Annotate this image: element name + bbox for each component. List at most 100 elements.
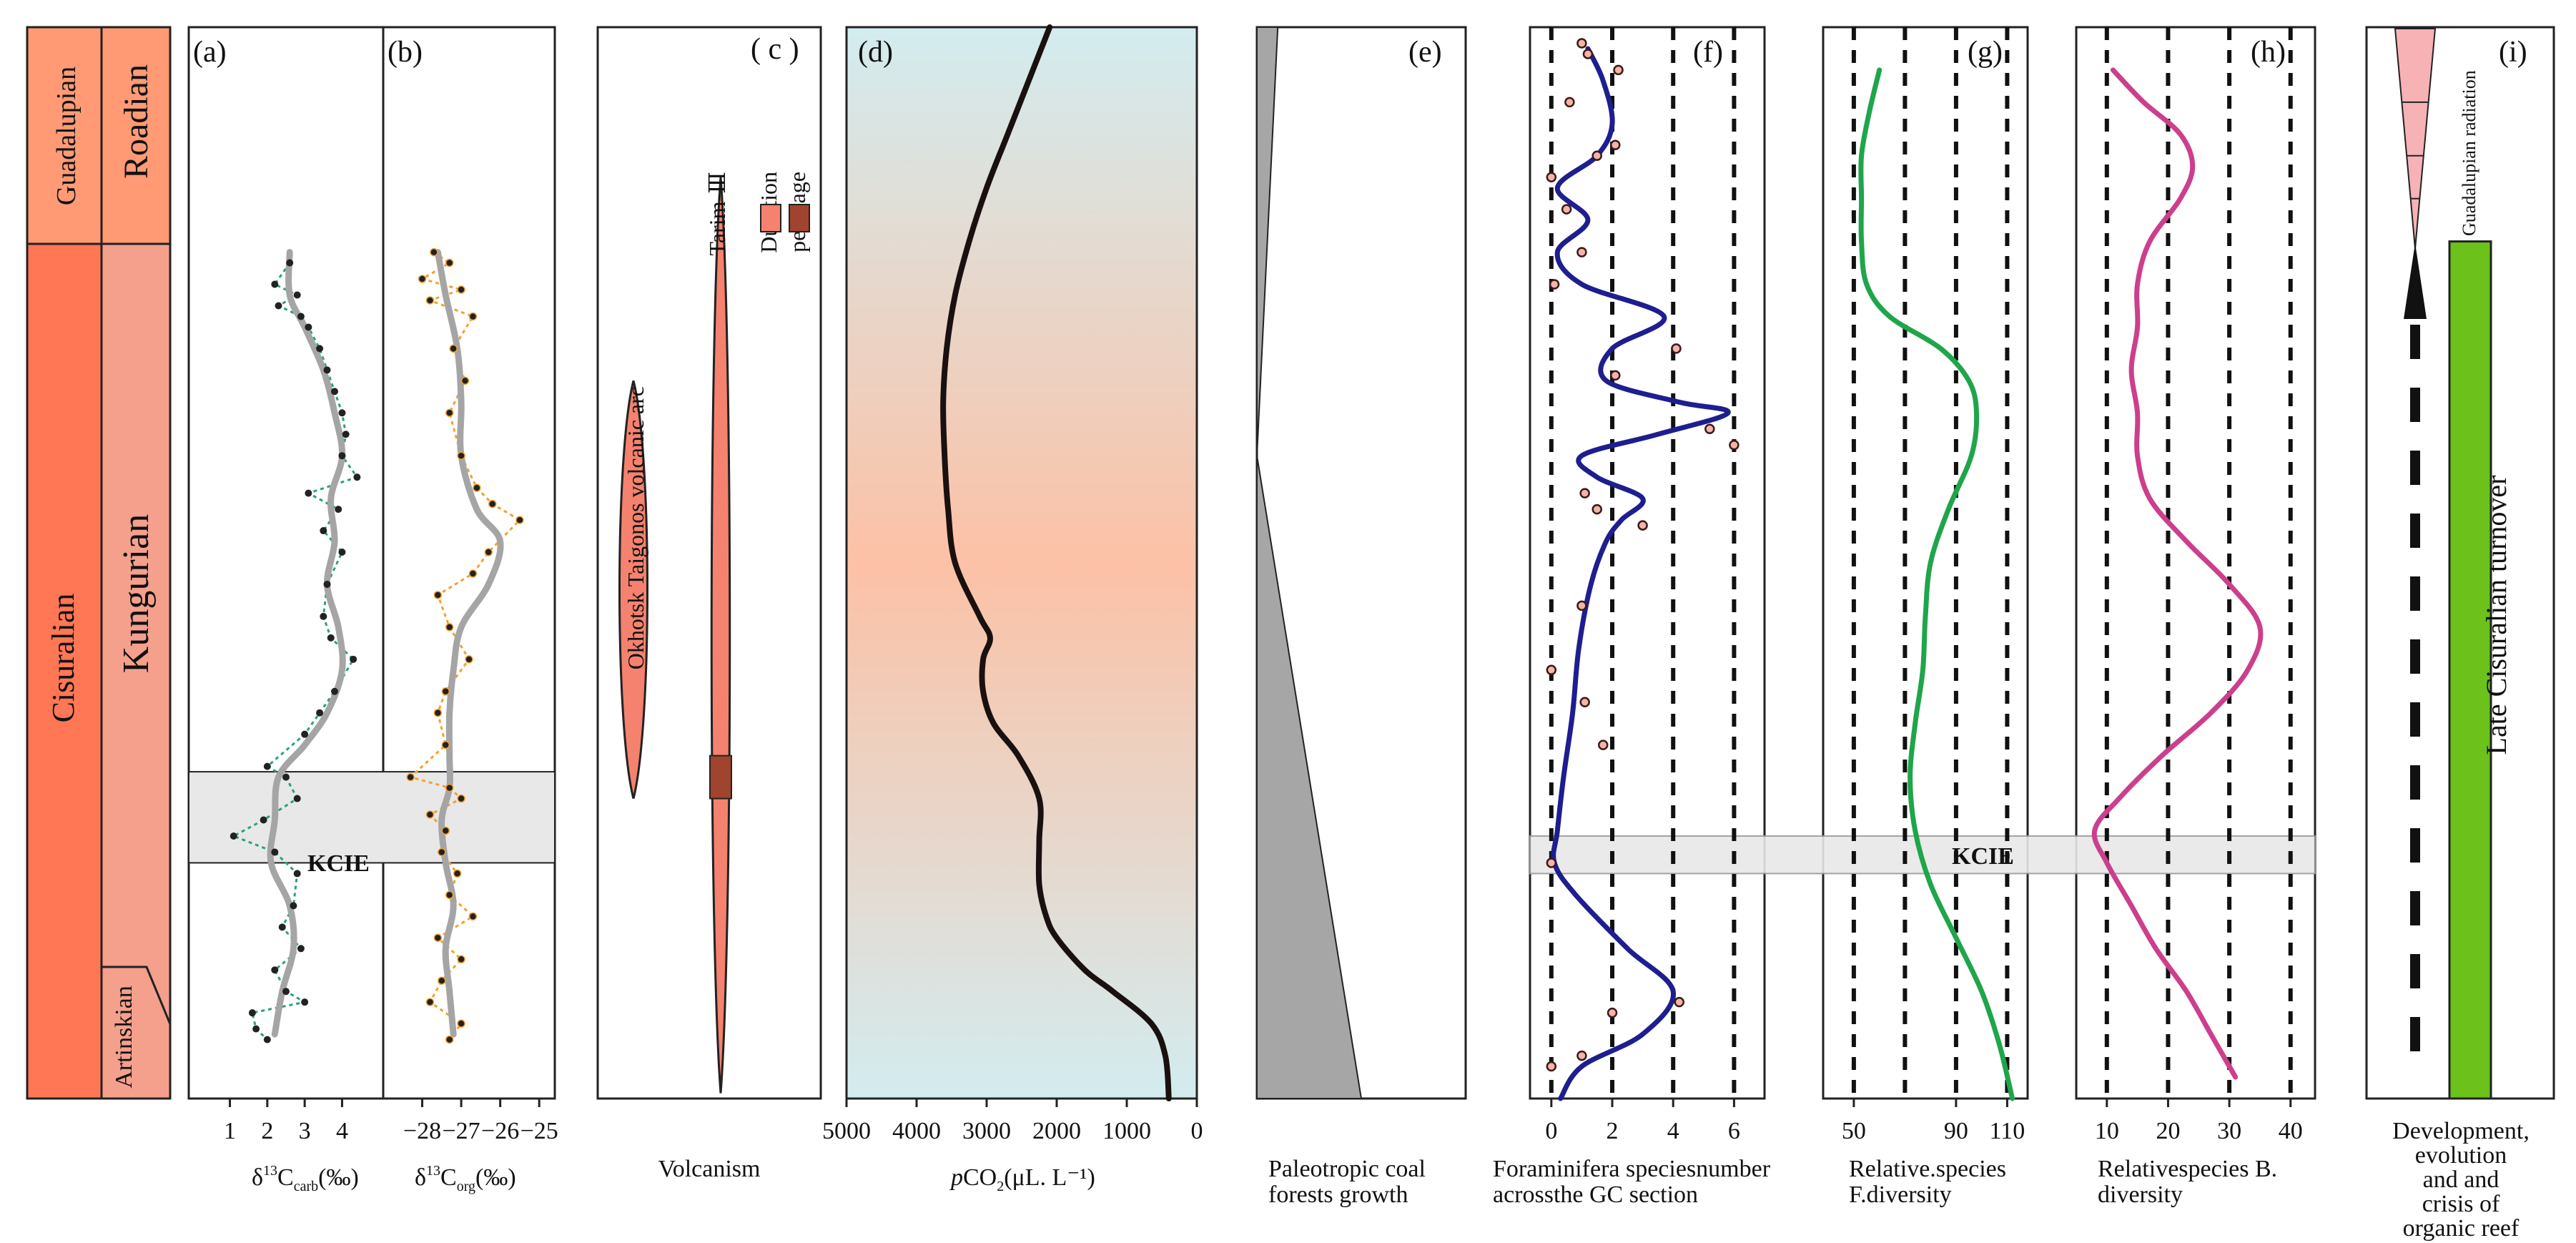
panel-frames bbox=[187, 26, 2555, 1100]
panel-d-background bbox=[845, 26, 1198, 1100]
b-point bbox=[465, 655, 473, 664]
f-point bbox=[1610, 370, 1621, 381]
a-point bbox=[316, 345, 324, 353]
a-point bbox=[301, 998, 309, 1006]
pco2-line bbox=[940, 24, 1172, 1101]
b-point bbox=[445, 783, 454, 792]
g-tick-label: 50 bbox=[1842, 1118, 1866, 1144]
axis-title-f: Foraminifera speciesnumber acrossthe GC s… bbox=[1493, 1156, 1771, 1208]
b-point bbox=[445, 408, 454, 418]
g-tick-label: 90 bbox=[1944, 1118, 1968, 1144]
f-point bbox=[1576, 38, 1587, 49]
panel-label-a: (a) bbox=[193, 36, 227, 69]
wrapped-axis-titles: Paleotropic coal forests growth Foraminife… bbox=[1268, 1118, 2530, 1242]
b-point bbox=[445, 1035, 454, 1044]
a-point bbox=[282, 773, 290, 781]
b-point bbox=[453, 869, 462, 878]
tarim-peak-age bbox=[709, 755, 732, 800]
a-tick-label: 1 bbox=[224, 1118, 236, 1144]
coal-forest-area bbox=[1255, 26, 1363, 1099]
b-tick-label: −25 bbox=[520, 1118, 558, 1144]
a-point bbox=[263, 1036, 271, 1043]
axis-title-g: Relative.species F.diversity bbox=[1849, 1156, 2006, 1208]
axis-title-e: Paleotropic coal forests growth bbox=[1268, 1156, 1426, 1208]
b-point bbox=[430, 247, 438, 257]
d-tick-label: 4000 bbox=[892, 1118, 941, 1144]
a-point bbox=[342, 431, 350, 438]
f-point bbox=[1564, 97, 1575, 108]
b-point bbox=[457, 955, 465, 964]
stage-kungurian bbox=[100, 242, 172, 1100]
label-kungurian: Kungurian bbox=[116, 514, 157, 673]
a-tick-label: 4 bbox=[336, 1118, 348, 1144]
a-point bbox=[338, 452, 346, 460]
frame-f bbox=[1529, 26, 1766, 1100]
b-point bbox=[433, 591, 443, 599]
a-point bbox=[301, 730, 309, 738]
f-point bbox=[1576, 1050, 1587, 1061]
f-point bbox=[1576, 247, 1587, 257]
f-point bbox=[1546, 664, 1557, 676]
a-point bbox=[353, 473, 361, 481]
panel-e-data bbox=[1255, 26, 1363, 1099]
a-point bbox=[271, 848, 279, 856]
b-point bbox=[449, 344, 458, 353]
h-tick-label: 30 bbox=[2217, 1118, 2241, 1144]
f-point bbox=[1579, 488, 1590, 498]
b-point bbox=[433, 933, 443, 943]
f-point bbox=[1597, 740, 1609, 750]
g-curve bbox=[1858, 67, 2015, 1101]
series-cisuralian bbox=[26, 242, 103, 1100]
panel-d-data bbox=[940, 24, 1172, 1101]
b-smooth-line bbox=[434, 249, 504, 1038]
f-point bbox=[1674, 996, 1684, 1008]
b-point bbox=[433, 708, 443, 717]
panel-label-f: (f) bbox=[1693, 36, 1723, 69]
b-point bbox=[406, 772, 415, 782]
a-point bbox=[293, 870, 301, 878]
f-point bbox=[1561, 204, 1572, 215]
event-label-tarim: Tarim-Ⅲ bbox=[704, 172, 730, 255]
panel-label-e: (e) bbox=[1408, 36, 1442, 69]
stratigraphy-column: Guadalupian Roadian Cisuralian Kungurian… bbox=[26, 26, 172, 1100]
radiation-label: Guadalupian radiation bbox=[2459, 70, 2479, 236]
a-point bbox=[320, 612, 327, 620]
f-point bbox=[1576, 600, 1587, 611]
b-point bbox=[445, 890, 454, 900]
b-point bbox=[488, 499, 497, 508]
a-point bbox=[297, 313, 305, 320]
turnover-bar bbox=[2448, 240, 2492, 1100]
series-guadalupian bbox=[26, 26, 103, 245]
kcie-label-f: KCIE bbox=[1952, 843, 2014, 870]
label-roadian: Roadian bbox=[117, 64, 155, 179]
b-point bbox=[441, 826, 450, 835]
d-tick-label: 3000 bbox=[962, 1118, 1011, 1144]
tarim-range bbox=[710, 177, 731, 1094]
frame-c bbox=[596, 26, 822, 1100]
development-arrow-head bbox=[2404, 243, 2427, 319]
a-tick-label: 3 bbox=[299, 1118, 311, 1144]
panel-label-b: (b) bbox=[388, 36, 423, 69]
b-point bbox=[441, 740, 450, 750]
a-point bbox=[293, 795, 301, 802]
d-tick-label: 2000 bbox=[1032, 1118, 1081, 1144]
panel-label-h: (h) bbox=[2251, 36, 2286, 69]
f-point bbox=[1704, 423, 1715, 434]
b-point bbox=[457, 285, 465, 294]
d-tick-label: 0 bbox=[1191, 1118, 1203, 1144]
h-tick-label: 10 bbox=[2095, 1118, 2119, 1144]
f-point bbox=[1637, 520, 1648, 531]
axis-title-h: Relativespecies B. diversity bbox=[2098, 1156, 2277, 1208]
f-tick-label: 2 bbox=[1607, 1118, 1619, 1144]
panel-label-c: ( c ) bbox=[751, 33, 799, 66]
svg-text:δ13Corg(‰): δ13Corg(‰) bbox=[415, 1163, 516, 1194]
turnover-label: Late Cisuralian turnover bbox=[2480, 476, 2512, 755]
label-cisuralian: Cisuralian bbox=[46, 594, 81, 723]
b-point bbox=[441, 687, 450, 696]
b-point bbox=[468, 569, 478, 578]
a-point bbox=[335, 506, 342, 514]
kcie-label-a: KCIE bbox=[307, 850, 370, 877]
f-point bbox=[1671, 343, 1682, 354]
b-point bbox=[438, 848, 446, 857]
axis-title-d: pCO2(μL. L⁻¹) bbox=[949, 1164, 1095, 1194]
